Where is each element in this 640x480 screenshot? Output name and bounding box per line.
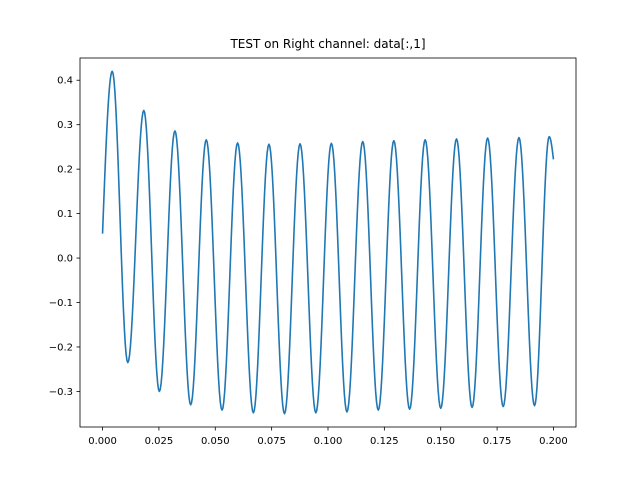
plot-frame [79,57,577,428]
y-tick-label: 0.3 [57,120,73,131]
axes-layer: 0.000 0.025 0.050 0.075 0.100 0.125 0.150 0.175… [49,57,577,447]
x-tick-label: 0.075 [257,436,286,447]
y-tick-label: 0.2 [57,165,73,176]
y-tick-label: −0.2 [49,342,73,353]
y-tick-label: 0.1 [57,209,73,220]
series-line-0 [101,70,555,415]
y-tick-label: −0.1 [49,298,73,309]
x-tick-label: 0.175 [483,436,512,447]
x-tick-label: 0.050 [201,436,230,447]
x-tick-label: 0.000 [88,436,117,447]
series-layer [101,70,555,415]
y-tick-label: 0.4 [57,76,73,87]
chart-title: TEST on Right channel: data[:,1] [229,37,425,51]
x-tick-label: 0.100 [314,436,343,447]
x-tick-label: 0.125 [370,436,399,447]
x-tick-label: 0.150 [426,436,455,447]
x-tick-label: 0.025 [145,436,174,447]
x-tick-label: 0.200 [539,436,568,447]
y-tick-label: 0.0 [57,254,73,265]
y-tick-label: −0.3 [49,387,73,398]
